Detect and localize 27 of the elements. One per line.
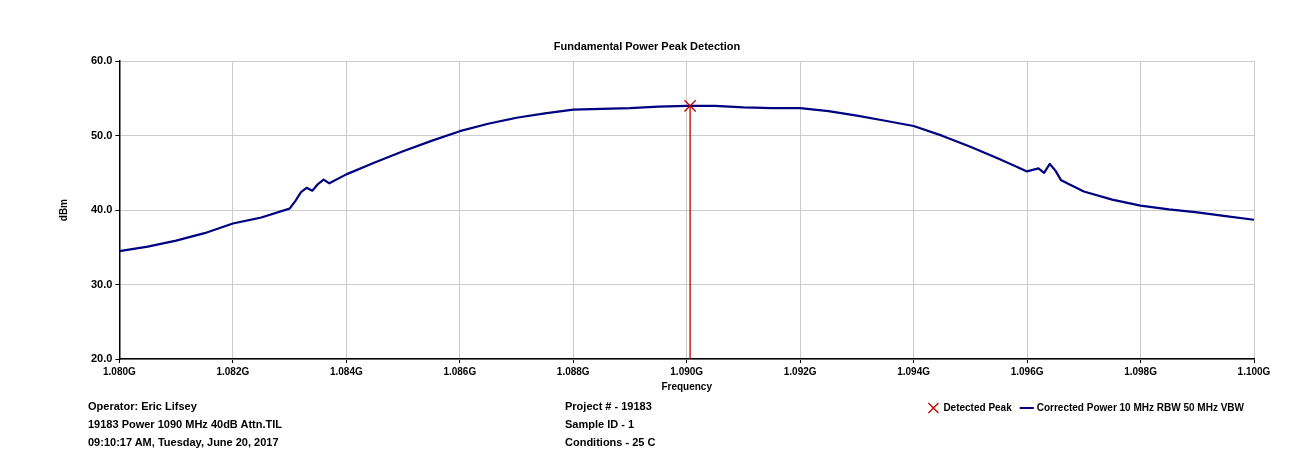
x-tick-label: 1.082G [216,365,250,377]
x-tick-label: 1.086G [443,365,477,377]
legend-label: Corrected Power 10 MHz RBW 50 MHz VBW [1036,401,1245,413]
x-tick-label: 1.096G [1010,365,1044,377]
x-tick-label: 1.090G [670,365,704,377]
text: 19183 Power 1090 MHz 40dB Attn.TIL [88,418,282,430]
x-tick-label: 1.100G [1237,365,1271,377]
text: Operator: Eric Lifsey [88,400,197,412]
y-tick-label: 40.0 [90,203,113,216]
x-tick-label: 1.098G [1124,365,1158,377]
chart-title: Fundamental Power Peak Detection [553,39,741,52]
x-tick-label: 1.080G [103,365,137,377]
text: Project # - 19183 [565,400,652,412]
x-tick-label: 1.092G [783,365,817,377]
y-tick-label: 50.0 [90,128,113,141]
x-tick-label: 1.094G [897,365,931,377]
y-tick-label: 60.0 [90,54,113,67]
x-tick-label: 1.088G [556,365,590,377]
legend-label: Detected Peak [943,401,1013,413]
x-tick-label: 1.084G [329,365,363,377]
text: 09:10:17 AM, Tuesday, June 20, 2017 [88,436,279,448]
y-axis-title: dBm [57,198,69,222]
text: Sample ID - 1 [565,418,635,430]
text: Conditions - 25 C [565,436,656,448]
y-tick-label: 30.0 [90,277,113,290]
x-axis-title: Frequency [661,380,713,392]
y-tick-label: 20.0 [90,352,113,365]
